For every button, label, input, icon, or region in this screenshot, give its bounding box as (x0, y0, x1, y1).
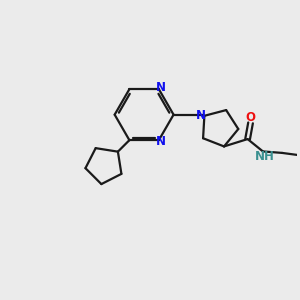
Text: N: N (196, 109, 206, 122)
Text: NH: NH (254, 150, 274, 163)
Text: N: N (156, 81, 166, 94)
Text: O: O (246, 111, 256, 124)
Text: N: N (156, 135, 166, 148)
